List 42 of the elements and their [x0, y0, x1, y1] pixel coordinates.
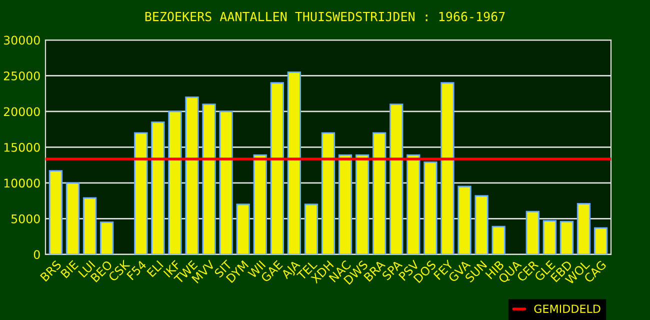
bar	[236, 204, 250, 254]
x-tick-label: ELI	[146, 260, 164, 278]
bar	[219, 110, 233, 254]
bar	[440, 82, 454, 254]
chart-title: BEZOEKERS AANTALLEN THUISWEDSTRIJDEN : 1966-1967	[145, 12, 505, 22]
bar	[526, 210, 540, 254]
bar	[134, 132, 148, 254]
bar	[287, 71, 302, 254]
bar	[458, 186, 472, 254]
bar	[576, 202, 591, 254]
bar	[100, 222, 114, 254]
bar	[542, 220, 557, 254]
y-tick-label: 25000	[4, 71, 40, 80]
bar	[82, 197, 97, 254]
legend-label: GEMIDDELD	[534, 304, 600, 313]
y-tick-label: 30000	[4, 36, 40, 45]
bar	[424, 162, 438, 254]
x-tick-label: BIE	[60, 260, 79, 278]
y-tick-label: 10000	[4, 178, 40, 188]
bar	[594, 227, 608, 254]
bar	[406, 154, 420, 254]
y-tick-label: 15000	[4, 142, 40, 152]
bar	[560, 220, 574, 254]
y-tick-label: 5000	[12, 214, 40, 224]
bar	[151, 121, 165, 254]
bar	[168, 110, 182, 254]
bar	[355, 154, 370, 254]
bar	[474, 195, 488, 254]
bar	[270, 82, 284, 254]
bar	[48, 170, 63, 254]
bar	[321, 132, 336, 254]
bar	[338, 154, 352, 254]
bar	[492, 226, 506, 254]
bar	[66, 182, 80, 254]
bar	[185, 96, 199, 254]
bar	[304, 204, 318, 254]
bar	[372, 132, 386, 254]
y-tick-label: 0	[34, 250, 40, 260]
bar	[202, 104, 216, 254]
bar	[390, 104, 404, 254]
bar	[253, 154, 267, 254]
y-tick-label: 20000	[4, 107, 40, 116]
